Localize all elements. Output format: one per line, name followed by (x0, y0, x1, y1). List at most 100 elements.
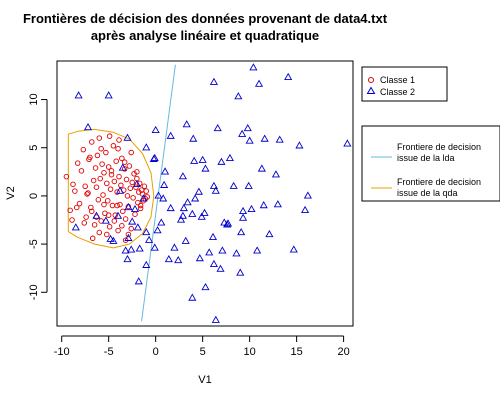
class2-point (115, 186, 125, 194)
legend-classes: Classe 1 Classe 2 (361, 66, 448, 102)
class1-point (120, 208, 126, 215)
class1-point (100, 192, 106, 198)
class1-point (101, 170, 107, 176)
class2-point (225, 153, 234, 161)
legend-lda-text-line1: Frontiere de decision (397, 142, 481, 152)
class1-point (143, 188, 150, 194)
class2-point (254, 79, 264, 87)
class2-point (150, 243, 159, 251)
class1-point (127, 185, 134, 191)
class1-point (82, 183, 88, 190)
class1-point (92, 165, 99, 171)
class2-point (201, 282, 210, 291)
class1-point (103, 149, 109, 156)
class2-point (83, 122, 93, 131)
class2-point (289, 245, 298, 253)
class1-point (107, 186, 114, 192)
class2-point (232, 249, 241, 257)
class1-point (93, 184, 100, 190)
class2-point (188, 209, 197, 217)
class1-point (96, 135, 103, 141)
class1-point (141, 183, 148, 190)
x-tick-label: 5 (200, 346, 206, 358)
class1-point (117, 201, 123, 208)
class1-point (125, 231, 132, 238)
class2-point (189, 134, 198, 142)
class2-point (154, 191, 163, 199)
class1-point (94, 152, 101, 159)
class2-point (259, 201, 268, 209)
y-axis: -10 -5 0 5 10 (28, 93, 48, 300)
class2-point (213, 123, 222, 132)
class2-point (209, 77, 219, 85)
x-axis: -10 -5 0 5 10 15 20 (54, 335, 350, 358)
class2-point (166, 203, 175, 212)
class1-point (122, 216, 129, 222)
data-points (63, 63, 352, 323)
class2-point (101, 216, 110, 224)
class2-point (176, 215, 186, 223)
y-tick-label: 5 (28, 145, 40, 151)
class2-point (130, 204, 140, 213)
class2-point (124, 233, 133, 241)
class2-point (178, 172, 187, 180)
class1-point (73, 204, 80, 211)
class2-point (209, 259, 219, 267)
class1-point (119, 155, 125, 162)
y-tick-label: -10 (28, 284, 40, 300)
class1-point (114, 202, 120, 209)
class1-point (91, 222, 98, 228)
class1-point (87, 154, 93, 161)
class2-point (237, 228, 246, 236)
class1-point (106, 133, 113, 139)
class2-point (160, 167, 170, 175)
class2-point (216, 264, 225, 272)
class2-point (295, 141, 304, 149)
class2-point (271, 170, 281, 178)
class1-point (110, 143, 117, 149)
class2-point (238, 206, 248, 214)
class1-point (111, 178, 118, 185)
class2-point (284, 72, 293, 81)
class1-point (89, 139, 95, 145)
class1-point (89, 208, 95, 215)
class1-point (104, 231, 110, 238)
class2-point (234, 92, 243, 100)
class2-point (106, 234, 115, 242)
x-tick-label: -10 (54, 346, 70, 358)
x-tick-label: 20 (337, 346, 349, 358)
class2-point (243, 123, 252, 132)
class1-point (95, 197, 102, 203)
qda-boundary-curve (67, 128, 155, 249)
class1-point (104, 197, 111, 204)
class1-point (108, 171, 115, 178)
chart-title-line1: Frontières de décision des données prove… (23, 11, 388, 26)
class1-point (105, 212, 112, 218)
x-tick-label: 15 (290, 346, 302, 358)
class2-point (238, 129, 247, 137)
class2-point (197, 212, 206, 220)
class1-point (69, 217, 75, 223)
class2-point (135, 244, 144, 252)
class1-point (84, 191, 90, 197)
class1-point (89, 235, 96, 242)
class2-point (114, 211, 123, 219)
class2-point (211, 315, 220, 323)
y-tick-label: 10 (28, 93, 40, 105)
x-tick-label: 0 (153, 346, 159, 358)
class1-point (109, 202, 116, 209)
class1-point (99, 161, 105, 167)
class2-point (145, 235, 154, 243)
class1-point (129, 179, 135, 186)
class2-point (104, 91, 113, 99)
class2-point (194, 187, 203, 195)
class2-point (218, 246, 227, 254)
class2-point (260, 134, 269, 142)
legend-qda-text-line2: issue de la qda (397, 188, 458, 198)
class1-point (135, 199, 141, 206)
class1-point (128, 225, 134, 232)
legend-class1-marker (368, 77, 374, 83)
class1-point (113, 158, 119, 164)
y-tick-label: -5 (28, 239, 40, 249)
class2-point (188, 293, 197, 301)
